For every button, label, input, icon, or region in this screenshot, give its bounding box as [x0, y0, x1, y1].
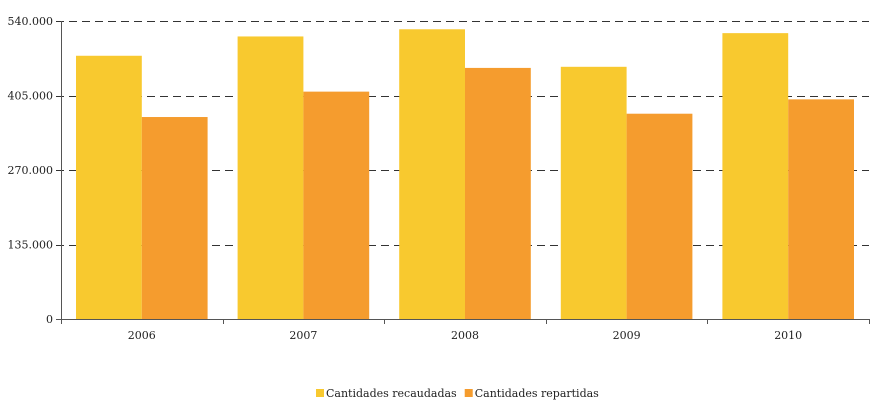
x-tick-label-2008: 2008: [451, 329, 479, 342]
bar-2006-series-0: [76, 55, 142, 320]
bar-2010-series-1: [788, 99, 854, 319]
bar-2010-series-0: [722, 33, 789, 319]
x-tick-label-2010: 2010: [774, 329, 802, 342]
x-tick-label-2007: 2007: [289, 329, 317, 342]
bars: [76, 29, 854, 320]
y-tick-label-3: 405.000: [8, 90, 54, 103]
bar-2007-series-0: [237, 36, 304, 320]
legend-swatch-0: [316, 389, 324, 397]
legend-label-1: Cantidades repartidas: [475, 387, 599, 400]
bar-2009-series-0: [560, 66, 627, 319]
legend: Cantidades recaudadas Cantidades repartid…: [316, 387, 599, 400]
y-tick-label-1: 135.000: [8, 239, 54, 252]
y-tick-labels: 0 135.000 270.000 405.000 540.000: [8, 15, 54, 326]
x-tick-label-2006: 2006: [128, 329, 156, 342]
axes: [56, 21, 869, 320]
legend-label-0: Cantidades recaudadas: [326, 387, 457, 400]
y-tick-label-0: 0: [46, 313, 53, 326]
legend-swatch-1: [464, 389, 473, 397]
bar-2007-series-1: [303, 91, 370, 319]
bar-2006-series-1: [141, 117, 208, 320]
y-tick-label-2: 270.000: [8, 164, 54, 177]
x-tick-labels: 2006 2007 2008 2009 2010: [61, 319, 870, 342]
x-tick-label-2009: 2009: [613, 329, 641, 342]
y-tick-label-4: 540.000: [8, 15, 54, 28]
bar-2008-series-0: [399, 29, 465, 320]
bar-2008-series-1: [465, 67, 531, 319]
bar-2009-series-1: [626, 113, 693, 319]
